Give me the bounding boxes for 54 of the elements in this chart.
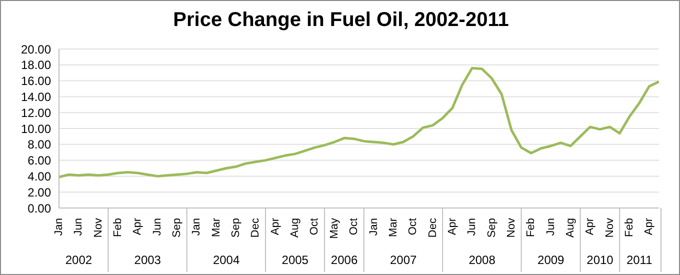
x-tick-label: Dec <box>250 218 262 238</box>
x-tick-label: Aug <box>289 218 302 238</box>
x-tick-label: Oct <box>407 218 420 236</box>
x-tick-label: Nov <box>505 218 518 238</box>
text: 2006 <box>330 253 358 267</box>
y-tick-label: 12.00 <box>20 106 52 120</box>
x-tick-label: Jun <box>544 218 557 236</box>
x-tick-label: Sep <box>230 218 242 238</box>
text: 2010 <box>586 253 614 267</box>
y-tick-label: 6.00 <box>28 154 52 168</box>
y-tick-label: 2.00 <box>28 185 52 200</box>
x-tick-label: Jun <box>151 218 164 236</box>
x-tick-label: Dec <box>426 218 439 238</box>
x-tick-label: Feb <box>525 218 538 237</box>
x-tick-label: Oct <box>308 218 321 236</box>
x-tick-label: Nov <box>604 218 616 238</box>
y-tick-label: 20.00 <box>20 42 52 56</box>
x-tick-label: Jun <box>466 218 478 236</box>
x-tick-label: Apr <box>446 218 458 236</box>
y-tick-label: 18.00 <box>20 58 52 72</box>
x-tick-label: May <box>328 218 340 239</box>
text: 2002 <box>65 253 92 267</box>
y-tick-label: 4.00 <box>28 169 52 184</box>
x-tick-label: Feb <box>112 218 124 237</box>
y-tick-label: 14.00 <box>20 90 52 104</box>
text: 2008 <box>468 253 496 267</box>
line-series <box>59 66 659 178</box>
x-tick-label: Apr <box>584 218 596 236</box>
x-tick-label: Mar <box>210 218 222 237</box>
y-tick-label: 16.00 <box>20 74 52 88</box>
x-tick-label: Jan <box>190 218 203 236</box>
x-tick-label: Oct <box>348 218 360 236</box>
chart-title: Price Change in Fuel Oil, 2002-2011 <box>172 9 510 32</box>
x-tick-label: Apr <box>132 218 144 236</box>
x-tick-label: Jan <box>368 218 380 236</box>
text: 2003 <box>134 253 162 267</box>
x-tick-label: Jun <box>72 218 85 236</box>
x-tick-label: Jan <box>53 218 65 236</box>
y-tick-label: 8.00 <box>28 138 52 152</box>
text: 2007 <box>390 253 418 267</box>
x-tick-label: Sep <box>171 218 184 238</box>
x-tick-label: Nov <box>92 218 104 238</box>
x-tick-label: Feb <box>623 218 636 237</box>
x-tick-label: Mar <box>387 218 400 237</box>
y-tick-label: 0.00 <box>28 201 52 216</box>
text: 2009 <box>538 253 565 267</box>
x-tick-label: Apr <box>643 218 656 236</box>
x-tick-label: Apr <box>269 218 282 236</box>
text: 2005 <box>282 253 309 267</box>
text: 2011 <box>626 253 653 267</box>
x-tick-label: Sep <box>486 218 498 238</box>
text: 2004 <box>212 253 240 267</box>
y-tick-label: 10.00 <box>20 122 52 136</box>
x-tick-label: Aug <box>564 218 576 238</box>
